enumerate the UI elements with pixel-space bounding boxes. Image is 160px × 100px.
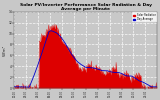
Y-axis label: W/m²: W/m² bbox=[3, 44, 7, 56]
Legend: Solar Radiation, Day Average: Solar Radiation, Day Average bbox=[132, 12, 157, 22]
Title: Solar PV/Inverter Performance Solar Radiation & Day Average per Minute: Solar PV/Inverter Performance Solar Radi… bbox=[20, 3, 152, 11]
